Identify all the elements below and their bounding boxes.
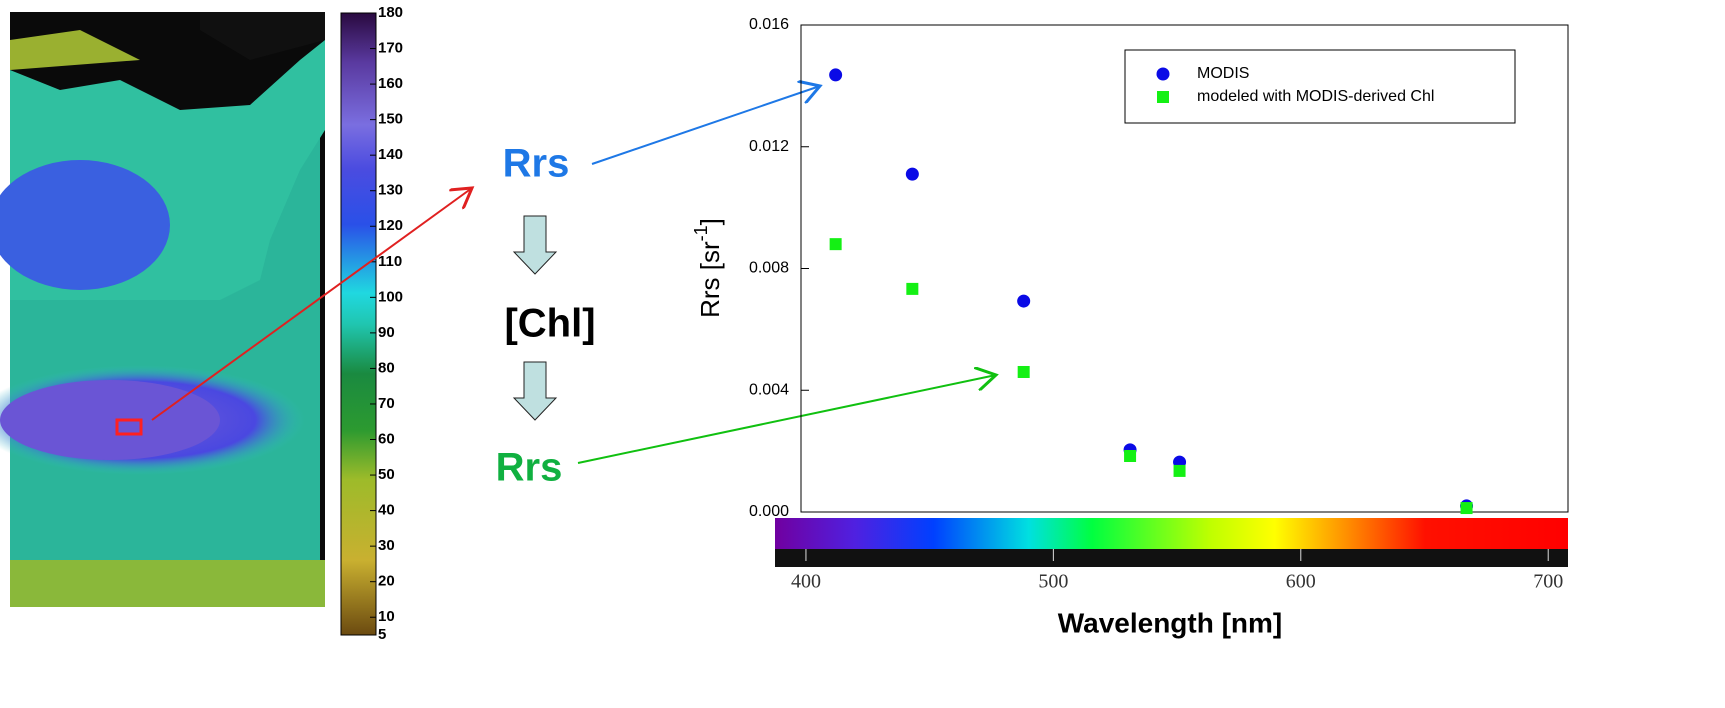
satellite-map bbox=[0, 12, 325, 607]
colorbar-tick-label: 130 bbox=[378, 182, 403, 199]
colorbar-tick-label: 30 bbox=[378, 537, 395, 554]
flow-label: Rrs bbox=[503, 142, 570, 186]
arrow bbox=[591, 86, 820, 165]
colorbar-tick-label: 5 bbox=[378, 626, 386, 643]
y-tick-label: 0.000 bbox=[749, 503, 789, 520]
x-tick-label: 700 bbox=[1533, 571, 1563, 593]
x-tick-label: 500 bbox=[1038, 571, 1068, 593]
x-tick-label: 400 bbox=[791, 571, 821, 593]
arrow bbox=[151, 188, 472, 421]
arrow bbox=[577, 375, 996, 464]
y-label-sup: -1 bbox=[691, 225, 711, 241]
colorbar-tick-label: 120 bbox=[378, 217, 403, 234]
flow-label: Rrs bbox=[496, 446, 563, 490]
legend-label: MODIS bbox=[1197, 65, 1249, 82]
colorbar-tick-label: 40 bbox=[378, 502, 395, 519]
colorbar-tick-label: 10 bbox=[378, 608, 395, 625]
point bbox=[1017, 365, 1030, 378]
x-axis-title: Wavelength [nm] bbox=[1058, 607, 1283, 638]
y-tick-label: 0.012 bbox=[749, 138, 789, 155]
colorbar-tick-label: 70 bbox=[378, 395, 395, 412]
legend bbox=[1124, 49, 1516, 124]
legend-marker bbox=[1157, 91, 1169, 103]
point bbox=[906, 282, 919, 295]
colorbar-tick-label: 170 bbox=[378, 40, 403, 57]
colorbar-tick-label: 90 bbox=[378, 324, 395, 341]
colorbar-tick-label: 20 bbox=[378, 573, 395, 590]
spectrum-axis bbox=[775, 549, 1568, 567]
colorbar-tick-label: 140 bbox=[378, 146, 403, 163]
point bbox=[829, 238, 842, 251]
colorbar-tick-label: 60 bbox=[378, 430, 395, 447]
legend-marker bbox=[1156, 67, 1170, 81]
colorbar-tick-label: 50 bbox=[378, 466, 395, 483]
colorbar-tick-label: 110 bbox=[378, 253, 402, 270]
y-tick-label: 0.008 bbox=[749, 260, 789, 277]
colorbar-tick-label: 80 bbox=[378, 359, 395, 376]
point bbox=[1460, 502, 1473, 515]
flow-label: [Chl] bbox=[504, 302, 595, 346]
y-tick-label: 0.004 bbox=[749, 381, 789, 398]
spectrum-bar bbox=[775, 518, 1568, 549]
legend-label: modeled with MODIS-derived Chl bbox=[1197, 88, 1434, 105]
colorbar-ticks: 510 20 30 40 50 60 70 80 90 100 110 120 130 140 150 160… bbox=[370, 4, 403, 643]
y-axis-title: Rrs [sr-1] bbox=[691, 218, 725, 318]
y-label-end: ] bbox=[695, 218, 725, 225]
down-arrow bbox=[512, 361, 558, 421]
y-label: Rrs [sr bbox=[695, 241, 725, 318]
point bbox=[905, 167, 919, 181]
point bbox=[1173, 464, 1186, 477]
colorbar-tick-label: 100 bbox=[378, 288, 403, 305]
colorbar bbox=[340, 12, 377, 636]
y-tick-label: 0.016 bbox=[749, 16, 789, 33]
point bbox=[1017, 294, 1031, 308]
colorbar-tick-label: 150 bbox=[378, 111, 403, 128]
colorbar-tick-label: 160 bbox=[378, 75, 403, 92]
colorbar-tick-label: 180 bbox=[378, 4, 403, 21]
point bbox=[1124, 449, 1137, 462]
x-tick-label: 600 bbox=[1286, 571, 1316, 593]
down-arrow bbox=[512, 215, 558, 275]
point bbox=[829, 68, 843, 82]
